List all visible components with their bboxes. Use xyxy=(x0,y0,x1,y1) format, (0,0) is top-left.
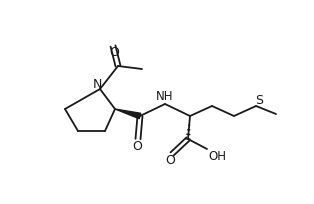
Text: O: O xyxy=(132,140,142,153)
Text: O: O xyxy=(165,154,175,167)
Text: S: S xyxy=(255,93,263,106)
Polygon shape xyxy=(115,109,141,119)
Text: OH: OH xyxy=(208,150,226,163)
Text: N: N xyxy=(92,78,102,91)
Text: O: O xyxy=(109,47,119,60)
Text: NH: NH xyxy=(156,91,174,103)
